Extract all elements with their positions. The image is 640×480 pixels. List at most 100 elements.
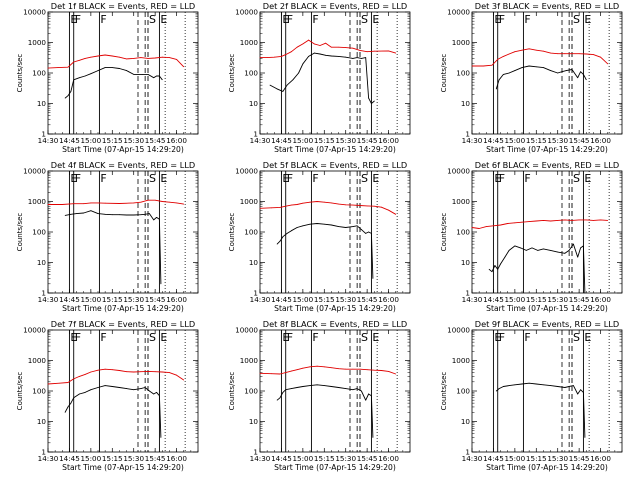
data-point — [373, 50, 375, 52]
data-point — [491, 64, 493, 66]
x-tick-label: 16:00 — [378, 454, 399, 463]
marker-label: E — [584, 331, 591, 344]
data-point — [70, 402, 72, 404]
data-point — [338, 46, 339, 48]
panel-det-4: Det 4f BLACK = Events, RED = LLD 14:30 14:… — [16, 160, 199, 313]
data-point — [126, 70, 127, 71]
data-point — [111, 369, 113, 371]
data-point — [183, 66, 185, 68]
data-point — [169, 201, 170, 203]
data-point — [373, 100, 375, 102]
data-point — [90, 371, 92, 373]
data-point — [371, 103, 372, 104]
lld-series-line — [471, 219, 608, 229]
data-point — [119, 370, 120, 371]
data-point — [585, 219, 587, 221]
data-point — [76, 213, 77, 215]
x-tick-label: 15:00 — [80, 454, 101, 463]
marker-label: S — [361, 172, 368, 185]
data-point — [67, 406, 69, 408]
y-tick-label: 1 — [465, 448, 470, 457]
y-axis-label: Counts/sec — [228, 213, 236, 252]
y-tick-label: 1000 — [240, 356, 259, 365]
data-point — [577, 77, 579, 79]
data-point — [507, 223, 509, 224]
x-tick-label: 15:30 — [335, 454, 356, 463]
x-tick-label: 14:30 — [250, 295, 271, 304]
data-point — [368, 231, 369, 233]
y-tick-label: 1 — [253, 448, 258, 457]
plot-frame — [471, 329, 623, 453]
data-point — [504, 256, 506, 258]
data-point — [573, 385, 574, 387]
x-tick-label: 15:00 — [292, 454, 313, 463]
data-point — [361, 229, 362, 230]
data-point — [593, 54, 594, 56]
y-tick-label: 1 — [41, 448, 46, 457]
data-point — [133, 58, 135, 59]
x-tick-label: 14:30 — [462, 295, 483, 304]
data-point — [498, 79, 500, 81]
data-point — [291, 204, 292, 206]
y-tick-label: 100 — [456, 228, 470, 237]
data-point — [133, 371, 135, 373]
data-point — [528, 221, 530, 222]
data-point — [302, 386, 304, 387]
plot-frame — [47, 329, 199, 453]
marker-label: F — [499, 13, 505, 26]
data-point — [600, 56, 601, 58]
data-point — [119, 387, 120, 388]
data-point — [561, 71, 563, 73]
data-point — [557, 72, 559, 74]
data-point — [119, 68, 120, 69]
data-point — [286, 232, 288, 234]
marker-label: S — [149, 331, 156, 344]
data-point — [543, 384, 544, 386]
data-point — [580, 71, 581, 73]
events-series-line — [488, 243, 586, 294]
data-point — [79, 376, 80, 377]
data-point — [140, 371, 142, 373]
data-point — [352, 47, 354, 49]
data-point — [325, 42, 327, 44]
lld-series-line — [472, 48, 609, 67]
data-point — [119, 214, 120, 216]
data-point — [493, 225, 494, 227]
data-point — [365, 399, 367, 401]
y-tick-label: 10000 — [23, 167, 46, 176]
y-tick-label: 1000 — [28, 356, 47, 365]
data-point — [395, 52, 397, 54]
data-point — [259, 372, 261, 374]
events-series-line — [276, 223, 374, 279]
data-point — [73, 397, 75, 399]
data-point — [104, 213, 106, 215]
data-point — [308, 39, 309, 41]
data-point — [147, 73, 149, 75]
data-point — [156, 75, 157, 77]
panel-title: Det 2f BLACK = Events, RED = LLD — [263, 1, 407, 11]
marker-label: S — [573, 13, 580, 26]
marker-label: E — [160, 331, 167, 344]
data-point — [323, 223, 325, 225]
data-point — [494, 265, 496, 266]
y-tick-label: 1000 — [452, 197, 471, 206]
data-point — [154, 199, 156, 201]
data-point — [298, 72, 299, 74]
events-series-line — [65, 210, 162, 284]
x-tick-label: 14:45 — [483, 295, 504, 304]
panel-det-7: Det 7f BLACK = Events, RED = LLD 14:30 14:… — [16, 319, 199, 472]
data-point — [372, 437, 374, 438]
data-point — [508, 385, 510, 387]
y-tick-label: 10000 — [447, 8, 470, 17]
data-point — [521, 67, 523, 69]
x-tick-label: 15:30 — [123, 136, 144, 145]
data-point — [500, 224, 501, 226]
y-axis-label: Counts/sec — [440, 372, 448, 411]
y-tick-label: 1 — [41, 130, 46, 139]
data-point — [543, 67, 544, 69]
data-point — [64, 215, 66, 216]
data-point — [84, 391, 86, 393]
x-tick-label: 15:00 — [80, 295, 101, 304]
data-point — [497, 58, 499, 60]
